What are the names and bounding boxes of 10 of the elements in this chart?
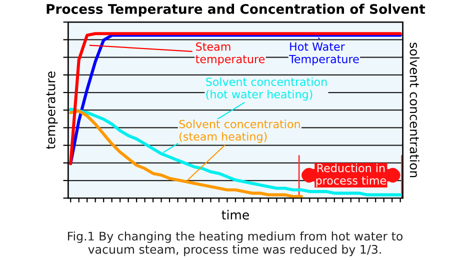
y-axis-title: temperature — [46, 71, 58, 150]
legend-label: Hot Water Temperature — [288, 42, 359, 66]
series-label: Steam temperature — [196, 42, 265, 66]
caption: Fig.1 By changing the heating medium from hot water to vacuum steam, process time was reduced by 1/3. — [68, 231, 403, 256]
text: Solvent concentration (steam heating) — [179, 120, 300, 143]
annotation: Reduction in process time — [316, 164, 386, 187]
x-axis-title: time — [222, 210, 249, 220]
y2-axis-title: solvent concentration — [410, 42, 420, 178]
text: Solvent concentration (hot water heating) — [206, 77, 327, 101]
chart-title: Process Temperature and Concentration of Solvent — [46, 4, 426, 17]
